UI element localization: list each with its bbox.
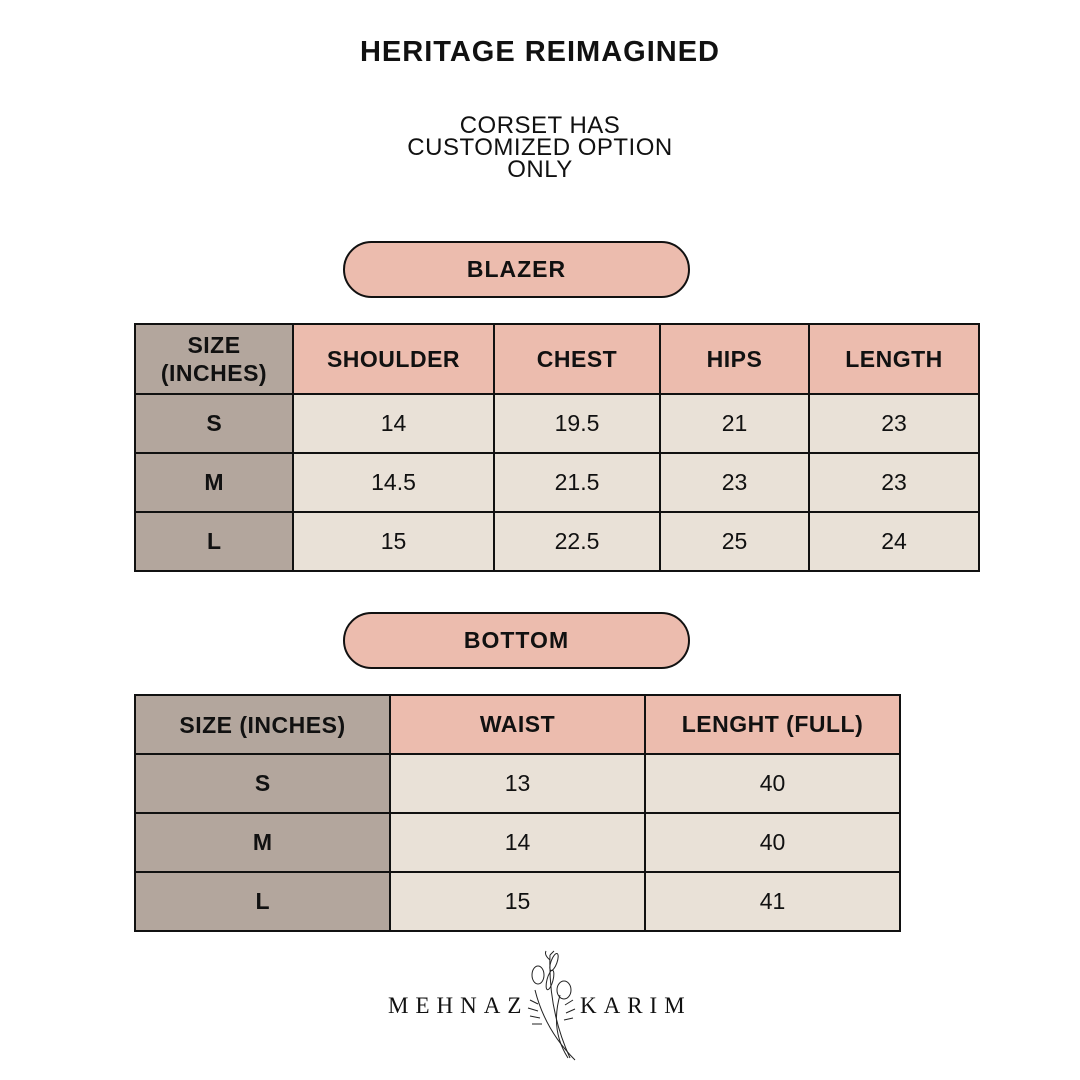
page-title: HERITAGE REIMAGINED: [359, 36, 721, 68]
value-cell: 23: [808, 393, 980, 454]
corset-note: CORSET HAS CUSTOMIZED OPTION ONLY: [0, 112, 1080, 183]
size-cell: L: [134, 511, 294, 572]
value-cell: 23: [659, 452, 810, 513]
logo-text-left: MEHNAZ: [388, 993, 529, 1018]
table-header-row: SIZE (INCHES) SHOULDER CHEST HIPS LENGTH: [134, 323, 980, 395]
header-length-full: LENGHT (FULL): [644, 694, 901, 755]
floral-sprig-icon: [527, 950, 576, 1061]
blazer-size-table: SIZE (INCHES) SHOULDER CHEST HIPS LENGTH …: [134, 323, 980, 572]
value-cell: 21.5: [493, 452, 661, 513]
logo-text-right: KARIM: [580, 993, 692, 1018]
table-row: S 14 19.5 21 23: [134, 393, 980, 454]
header-chest: CHEST: [493, 323, 661, 395]
value-cell: 23: [808, 452, 980, 513]
header-shoulder: SHOULDER: [292, 323, 495, 395]
bottom-label: BOTTOM: [343, 612, 690, 669]
table-row: M 14.5 21.5 23 23: [134, 452, 980, 513]
table-row: L 15 22.5 25 24: [134, 511, 980, 572]
blazer-label: BLAZER: [343, 241, 690, 298]
bottom-size-table: SIZE (INCHES) WAIST LENGHT (FULL) S 13 40 M…: [134, 694, 901, 932]
header-length: LENGTH: [808, 323, 980, 395]
value-cell: 15: [389, 871, 646, 932]
header-waist: WAIST: [389, 694, 646, 755]
size-cell: S: [134, 393, 294, 454]
table-row: S 13 40: [134, 753, 901, 814]
header-hips: HIPS: [659, 323, 810, 395]
value-cell: 40: [644, 753, 901, 814]
size-cell: M: [134, 812, 391, 873]
table-row: L 15 41: [134, 871, 901, 932]
note-line: CORSET HAS: [459, 112, 621, 139]
size-cell: L: [134, 871, 391, 932]
value-cell: 41: [644, 871, 901, 932]
header-size: SIZE (INCHES): [134, 323, 294, 395]
note-line: CUSTOMIZED OPTION: [407, 134, 673, 161]
value-cell: 22.5: [493, 511, 661, 572]
value-cell: 40: [644, 812, 901, 873]
value-cell: 25: [659, 511, 810, 572]
value-cell: 14.5: [292, 452, 495, 513]
table-header-row: SIZE (INCHES) WAIST LENGHT (FULL): [134, 694, 901, 755]
note-line: ONLY: [507, 156, 573, 183]
value-cell: 24: [808, 511, 980, 572]
brand-logo: MEHNAZ KARIM: [380, 945, 690, 1065]
value-cell: 19.5: [493, 393, 661, 454]
value-cell: 14: [389, 812, 646, 873]
size-cell: M: [134, 452, 294, 513]
value-cell: 14: [292, 393, 495, 454]
header-size: SIZE (INCHES): [134, 694, 391, 755]
value-cell: 13: [389, 753, 646, 814]
size-cell: S: [134, 753, 391, 814]
value-cell: 21: [659, 393, 810, 454]
value-cell: 15: [292, 511, 495, 572]
table-row: M 14 40: [134, 812, 901, 873]
